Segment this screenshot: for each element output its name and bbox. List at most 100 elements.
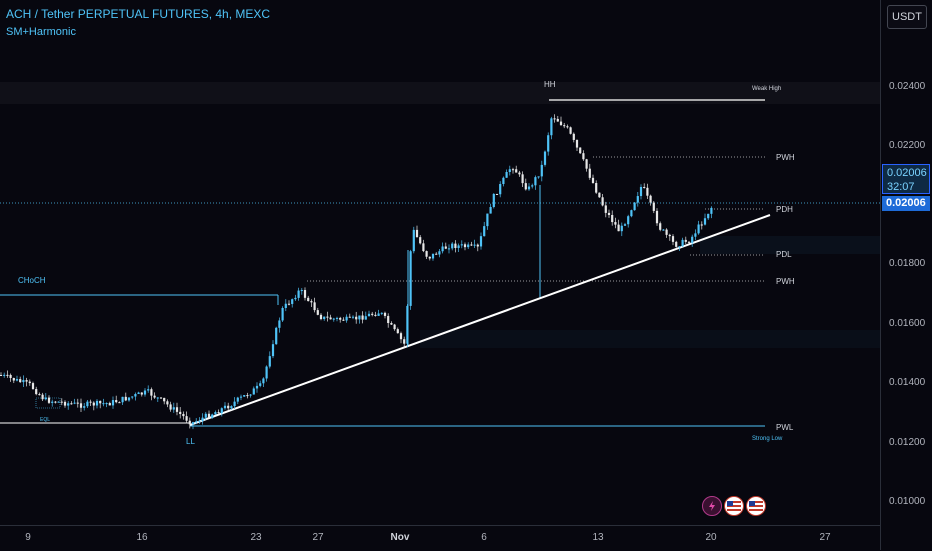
- candle-body: [345, 316, 348, 321]
- pdh-label: PDH: [776, 205, 793, 214]
- candle-body: [211, 414, 214, 418]
- candle-body: [643, 186, 646, 188]
- time-axis[interactable]: 9 16 23 27 Nov 6 13 20 27: [0, 525, 880, 551]
- pwl-label: PWL: [776, 423, 794, 432]
- candle-body: [387, 315, 390, 324]
- candle-body: [169, 404, 172, 410]
- candle-body: [566, 126, 569, 128]
- candle-body: [521, 174, 524, 184]
- candle-body: [630, 210, 633, 217]
- candle-body: [697, 224, 700, 234]
- price-chart[interactable]: CHoCH HH Weak High PWH PDH PDL PWH PWL S…: [0, 0, 880, 525]
- choch-label: CHoCH: [18, 276, 46, 285]
- candle-body: [380, 312, 383, 314]
- candle-body: [51, 401, 54, 403]
- discount-zone: [420, 330, 880, 348]
- candle-body: [659, 223, 662, 230]
- premium-zone: [0, 82, 880, 104]
- candle-body: [268, 356, 271, 367]
- candle-body: [198, 420, 201, 422]
- candle-body: [569, 127, 572, 134]
- candle-body: [31, 383, 35, 390]
- candle-body: [579, 147, 582, 154]
- candle-body: [364, 316, 367, 320]
- candle-body: [255, 385, 259, 389]
- price-tick: 0.02400: [889, 81, 926, 92]
- candle-body: [502, 177, 505, 185]
- candle-body: [166, 401, 169, 405]
- candle-body: [534, 177, 537, 186]
- indicator-label[interactable]: SM+Harmonic: [6, 26, 76, 38]
- candle-body: [278, 320, 281, 328]
- candle-body: [383, 312, 387, 316]
- candle-body: [102, 403, 105, 405]
- candle-body: [553, 118, 556, 120]
- candle-body: [179, 411, 182, 415]
- candle-body: [307, 297, 310, 302]
- candle-body: [236, 397, 239, 402]
- candle-body: [614, 222, 617, 225]
- ll-label: LL: [186, 437, 195, 446]
- candle-body: [671, 236, 675, 242]
- candle-body: [563, 125, 566, 127]
- candle-body: [143, 390, 147, 395]
- time-tick: 27: [312, 532, 324, 543]
- time-tick: 9: [25, 532, 31, 543]
- candle-body: [435, 253, 438, 255]
- equilibrium-zone: [700, 236, 880, 254]
- candle-body: [153, 395, 156, 398]
- candle-body: [89, 401, 92, 403]
- candle-body: [403, 339, 406, 344]
- candle-body: [463, 244, 467, 248]
- candle-body: [284, 303, 287, 308]
- candle-body: [415, 229, 419, 238]
- candle-body: [419, 237, 422, 244]
- candle-body: [243, 395, 246, 397]
- pdl-label: PDL: [776, 250, 792, 259]
- candle-body: [259, 383, 262, 386]
- candle-body: [441, 246, 444, 252]
- candle-body: [271, 344, 275, 357]
- candle-body: [150, 389, 153, 396]
- candle-body: [38, 394, 41, 396]
- candle-body: [303, 290, 307, 298]
- candle-body: [47, 397, 51, 403]
- candle-body: [547, 135, 550, 152]
- candle-body: [556, 118, 559, 122]
- candle-body: [214, 412, 217, 415]
- candle-body: [73, 402, 76, 404]
- candle-body: [191, 422, 195, 425]
- candle-body: [223, 405, 227, 409]
- candle-body: [252, 388, 255, 395]
- lightning-icon[interactable]: [702, 496, 722, 516]
- us-flag-icon[interactable]: [724, 496, 744, 516]
- price-tick: 0.01600: [889, 318, 926, 329]
- candle-body: [0, 375, 3, 376]
- candle-body: [15, 379, 19, 381]
- candle-body: [675, 241, 678, 247]
- eql-label: EQL: [40, 417, 50, 423]
- candle-body: [399, 333, 403, 340]
- candle-body: [377, 313, 380, 316]
- candle-body: [348, 316, 351, 318]
- candle-body: [358, 315, 361, 320]
- candle-body: [543, 151, 547, 165]
- currency-button[interactable]: USDT: [887, 5, 927, 29]
- candle-body: [313, 302, 316, 311]
- candle-body: [390, 323, 393, 325]
- candle-body: [310, 301, 313, 303]
- candle-body: [483, 226, 486, 237]
- price-axis[interactable]: 0.02400 0.02200 0.01800 0.01600 0.01400 …: [880, 0, 932, 550]
- candle-body: [655, 210, 659, 224]
- candle-body: [537, 176, 540, 178]
- candle-body: [217, 412, 220, 414]
- candle-body: [291, 299, 294, 304]
- candle-body: [511, 169, 515, 171]
- chart-title: ACH / Tether PERPETUAL FUTURES, 4h, MEXC: [6, 7, 271, 21]
- candle-body: [351, 316, 355, 318]
- ascending-trendline[interactable]: [189, 214, 771, 426]
- candle-body: [188, 420, 191, 425]
- us-flag-icon[interactable]: [746, 496, 766, 516]
- price-tick: 0.01800: [889, 258, 926, 269]
- candle-body: [495, 193, 499, 195]
